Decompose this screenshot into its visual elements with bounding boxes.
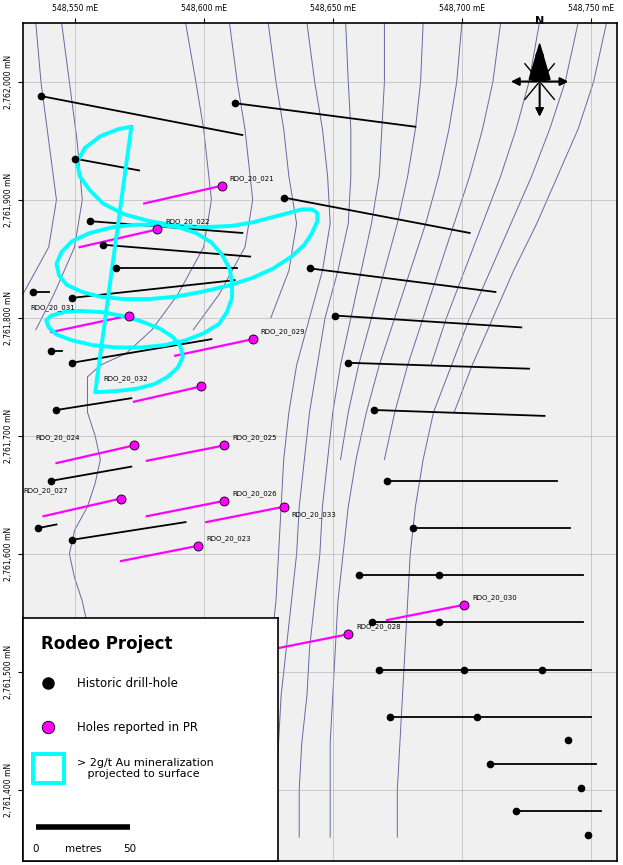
Text: RDO_20_023: RDO_20_023 <box>206 535 251 541</box>
Text: RDO_20_025: RDO_20_025 <box>232 434 277 441</box>
Text: RDO_20_030: RDO_20_030 <box>472 594 517 600</box>
Text: RDO_20_027: RDO_20_027 <box>23 488 67 495</box>
Text: RDO_20_032: RDO_20_032 <box>103 375 148 382</box>
Text: RDO_20_024: RDO_20_024 <box>36 434 80 441</box>
Text: RDO_20_029: RDO_20_029 <box>260 329 305 335</box>
Text: RDO_20_033: RDO_20_033 <box>292 511 336 518</box>
Text: RDO_20_026: RDO_20_026 <box>232 490 277 497</box>
Text: RDO_20_031: RDO_20_031 <box>31 304 75 311</box>
Text: RDO_20_022: RDO_20_022 <box>165 219 209 225</box>
Text: RDO_20_021: RDO_20_021 <box>229 175 274 182</box>
Text: RDO_20_028: RDO_20_028 <box>356 624 401 630</box>
